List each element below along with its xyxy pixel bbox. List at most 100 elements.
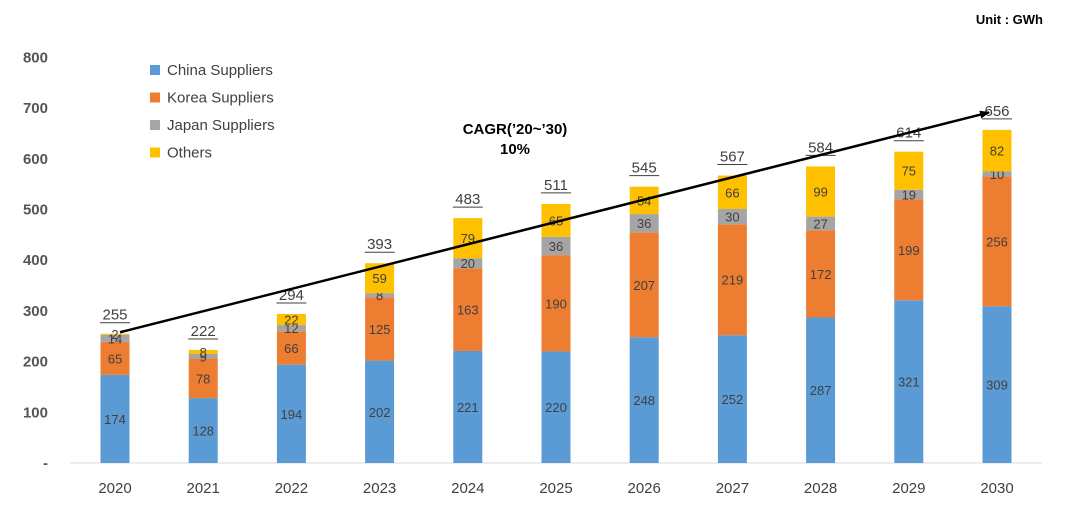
data-label: 66 bbox=[284, 341, 298, 356]
data-label: 14 bbox=[108, 331, 122, 346]
bar-segment-japan-suppliers bbox=[188, 353, 218, 359]
y-tick-label: 500 bbox=[23, 202, 48, 219]
data-label: 163 bbox=[457, 303, 479, 318]
legend-label: Others bbox=[167, 145, 212, 162]
bar-segment-china-suppliers bbox=[541, 351, 571, 463]
data-label: 287 bbox=[810, 383, 832, 398]
data-label: 221 bbox=[457, 400, 479, 415]
total-label: 483 bbox=[455, 191, 480, 208]
bar-segment-china-suppliers bbox=[717, 335, 747, 463]
bar-segment-korea-suppliers bbox=[894, 199, 924, 301]
bar-segment-japan-suppliers bbox=[365, 293, 395, 298]
data-label: 194 bbox=[281, 407, 303, 422]
data-label: 59 bbox=[372, 271, 386, 286]
data-label: 22 bbox=[284, 313, 298, 328]
data-label: 256 bbox=[986, 234, 1008, 249]
total-label: 567 bbox=[720, 149, 745, 166]
x-tick-label: 2021 bbox=[187, 480, 220, 497]
bar-segment-korea-suppliers bbox=[541, 255, 571, 352]
x-axis: 2020 2021 2022 2023 2024 2025 2026 2027 2028 2029… bbox=[98, 480, 1013, 497]
x-tick-label: 2025 bbox=[539, 480, 572, 497]
bar-segment-korea-suppliers bbox=[629, 232, 659, 338]
legend-label: Korea Suppliers bbox=[167, 90, 274, 107]
data-label: 8 bbox=[200, 345, 207, 360]
legend-label: China Suppliers bbox=[167, 62, 273, 79]
data-label: 219 bbox=[722, 273, 744, 288]
bar-segment-japan-suppliers bbox=[276, 325, 306, 332]
bars-group: 1746514225512878982221946612222942021258… bbox=[100, 103, 1012, 463]
bar-segment-korea-suppliers bbox=[717, 224, 747, 336]
bar-segment-china-suppliers bbox=[100, 374, 130, 463]
bar-segment-korea-suppliers bbox=[806, 230, 836, 318]
data-label: 9 bbox=[200, 349, 207, 364]
data-label: 190 bbox=[545, 296, 567, 311]
bar-segment-japan-suppliers bbox=[453, 258, 483, 269]
data-label: 207 bbox=[633, 278, 655, 293]
bar-segment-others bbox=[188, 349, 218, 354]
total-label: 393 bbox=[367, 236, 392, 253]
x-tick-label: 2028 bbox=[804, 480, 837, 497]
total-label: 255 bbox=[102, 307, 127, 324]
x-tick-label: 2023 bbox=[363, 480, 396, 497]
data-label: 36 bbox=[549, 239, 563, 254]
bar-segment-japan-suppliers bbox=[629, 214, 659, 233]
data-label: 2 bbox=[111, 327, 118, 342]
data-label: 19 bbox=[902, 188, 916, 203]
bar-segment-japan-suppliers bbox=[717, 208, 747, 225]
bar-segment-china-suppliers bbox=[453, 350, 483, 463]
data-label: 36 bbox=[637, 216, 651, 231]
data-label: 82 bbox=[990, 144, 1004, 159]
bar-segment-china-suppliers bbox=[629, 337, 659, 463]
total-label: 511 bbox=[544, 177, 568, 194]
y-tick-label: 600 bbox=[23, 151, 48, 168]
bar-segment-others bbox=[982, 129, 1012, 172]
data-label: 199 bbox=[898, 243, 920, 258]
y-tick-label: 200 bbox=[23, 354, 48, 371]
data-label: 202 bbox=[369, 405, 391, 420]
x-tick-label: 2022 bbox=[275, 480, 308, 497]
data-label: 252 bbox=[722, 392, 744, 407]
bar-segment-china-suppliers bbox=[276, 364, 306, 463]
data-label: 172 bbox=[810, 267, 832, 282]
x-tick-label: 2024 bbox=[451, 480, 484, 497]
y-tick-label: 100 bbox=[23, 404, 48, 421]
bar-segment-china-suppliers bbox=[188, 398, 218, 463]
bar-segment-others bbox=[894, 151, 924, 190]
data-label: 174 bbox=[104, 412, 126, 427]
y-tick-label: 800 bbox=[23, 49, 48, 66]
data-label: 65 bbox=[108, 351, 122, 366]
y-tick-label: 400 bbox=[23, 252, 48, 269]
data-label: 78 bbox=[196, 371, 210, 386]
data-label: 220 bbox=[545, 400, 567, 415]
bar-segment-others bbox=[453, 218, 483, 259]
bar-segment-korea-suppliers bbox=[365, 297, 395, 361]
x-tick-label: 2030 bbox=[980, 480, 1013, 497]
bar-segment-china-suppliers bbox=[982, 306, 1012, 463]
cagr-label-line1: CAGR(’20~’30) bbox=[463, 121, 568, 138]
legend-swatch bbox=[150, 65, 160, 75]
x-tick-label: 2027 bbox=[716, 480, 749, 497]
data-label: 27 bbox=[813, 216, 827, 231]
legend-swatch bbox=[150, 92, 160, 103]
bar-segment-korea-suppliers bbox=[982, 176, 1012, 307]
total-label: 222 bbox=[191, 323, 216, 340]
bar-segment-japan-suppliers bbox=[100, 334, 130, 342]
bar-segment-others bbox=[806, 166, 836, 217]
y-tick-label: 300 bbox=[23, 303, 48, 320]
total-label: 656 bbox=[984, 103, 1009, 120]
data-label: 66 bbox=[725, 185, 739, 200]
bar-segment-japan-suppliers bbox=[982, 171, 1012, 177]
x-tick-label: 2029 bbox=[892, 480, 925, 497]
y-tick-label: 700 bbox=[23, 100, 48, 117]
x-tick-label: 2026 bbox=[628, 480, 661, 497]
bar-segment-japan-suppliers bbox=[806, 216, 836, 231]
cagr-label-line2: 10% bbox=[500, 141, 530, 158]
data-label: 20 bbox=[461, 256, 475, 271]
x-tick-label: 2020 bbox=[98, 480, 131, 497]
y-tick-label: - bbox=[43, 455, 48, 472]
legend-label: Japan Suppliers bbox=[167, 117, 275, 134]
legend-swatch bbox=[150, 147, 160, 158]
bar-segment-korea-suppliers bbox=[453, 268, 483, 351]
data-label: 309 bbox=[986, 378, 1008, 393]
